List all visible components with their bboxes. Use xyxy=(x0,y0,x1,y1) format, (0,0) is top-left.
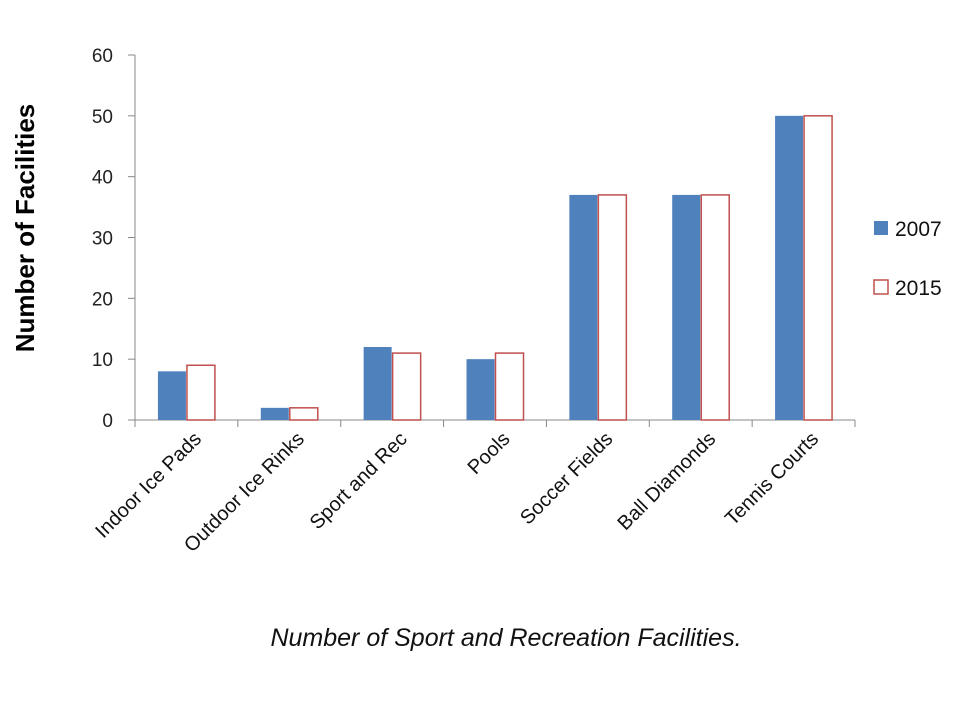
y-tick-label: 0 xyxy=(102,411,113,432)
chart-caption: Number of Sport and Recreation Facilitie… xyxy=(270,624,741,652)
bar-2007-2 xyxy=(260,407,289,420)
bar-2015-4 xyxy=(494,352,525,421)
y-tick-label: 60 xyxy=(92,46,113,67)
legend: 2007 2015 xyxy=(873,218,942,300)
category-label: Tennis Courts xyxy=(721,428,823,530)
x-ticks xyxy=(134,420,856,427)
y-tick-label: 40 xyxy=(92,168,113,189)
bar-2007-7 xyxy=(775,115,804,420)
y-tick-label: 20 xyxy=(92,289,113,310)
bar-2007-5 xyxy=(569,194,598,420)
bar-2015-1 xyxy=(186,364,216,421)
bar-2007-3 xyxy=(363,347,392,420)
category-label: Sport and Rec xyxy=(306,428,412,534)
axes: 0 10 20 30 40 50 60 xyxy=(92,46,856,432)
y-tick-label: 30 xyxy=(92,229,113,250)
bar-2015-2 xyxy=(289,407,319,421)
y-ticks: 0 10 20 30 40 50 60 xyxy=(92,46,135,432)
bar-2007-4 xyxy=(466,359,495,420)
category-label: Ball Diamonds xyxy=(614,428,721,535)
legend-swatch-2015 xyxy=(873,279,889,295)
y-axis-label: Number of Facilities xyxy=(10,104,40,353)
legend-swatch-2007 xyxy=(874,221,888,235)
bar-2015-6 xyxy=(700,194,730,421)
category-label: Soccer Fields xyxy=(516,428,617,529)
bar-2007-6 xyxy=(672,194,701,420)
bar-2015-7 xyxy=(803,115,833,421)
y-tick-label: 50 xyxy=(92,107,113,128)
y-tick-label: 10 xyxy=(92,350,113,371)
bar-2015-5 xyxy=(597,194,628,421)
bars xyxy=(157,115,833,421)
legend-label-2015: 2015 xyxy=(895,277,942,300)
legend-label-2007: 2007 xyxy=(895,218,942,241)
category-label: Indoor Ice Pads xyxy=(91,428,206,543)
bar-2007-1 xyxy=(157,371,186,420)
bar-2015-3 xyxy=(391,352,422,421)
category-label: Pools xyxy=(464,428,515,479)
